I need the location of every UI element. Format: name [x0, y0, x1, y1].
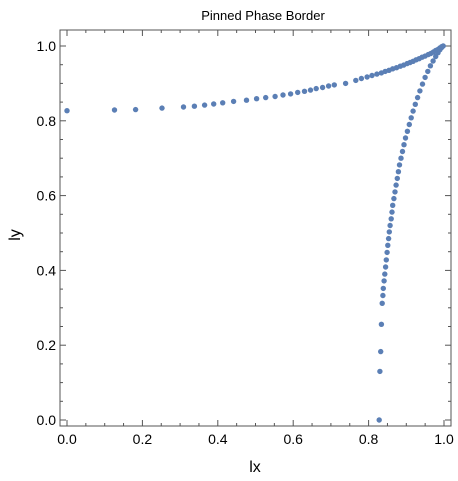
data-point: [253, 96, 260, 102]
data-point: [378, 348, 384, 355]
y-tick-label: 0.8: [37, 113, 57, 129]
data-point: [272, 93, 278, 100]
data-point: [201, 102, 208, 108]
data-point: [211, 101, 217, 107]
data-point: [430, 58, 436, 64]
data-point: [319, 84, 326, 91]
data-point: [384, 249, 390, 256]
x-tick-label: 0.0: [57, 431, 77, 447]
data-point: [313, 85, 319, 92]
data-point: [419, 81, 426, 87]
data-point: [364, 74, 370, 80]
x-axis-label: lx: [249, 459, 261, 476]
data-point: [396, 162, 403, 168]
data-point: [382, 264, 389, 270]
data-point: [408, 115, 414, 121]
data-point: [386, 229, 392, 235]
data-point: [385, 242, 391, 248]
x-tick-label: 0.8: [359, 431, 379, 447]
x-tick-label: 0.6: [283, 431, 303, 447]
data-point: [414, 94, 421, 101]
data-point: [381, 278, 387, 284]
data-point: [369, 72, 375, 79]
data-point: [132, 106, 139, 113]
axis-ticks: 0.0 0.2 0.4 0.6 0.8 1.0 0.0 0.2 0.4 0.6 0.8 1.0: [37, 30, 454, 447]
data-point: [287, 91, 294, 97]
data-point: [331, 82, 337, 88]
data-point: [422, 74, 428, 81]
data-point: [391, 195, 397, 202]
data-point: [398, 155, 404, 161]
data-point: [307, 87, 314, 93]
data-point: [379, 300, 385, 306]
data-point: [427, 63, 434, 69]
data-point: [380, 292, 386, 299]
data-point: [191, 103, 198, 109]
data-point: [402, 135, 409, 141]
data-point: [301, 88, 308, 95]
data-point: [342, 80, 349, 87]
y-tick-label: 0.0: [37, 412, 57, 428]
data-point: [390, 202, 396, 208]
data-point: [383, 257, 389, 263]
data-point: [388, 216, 394, 222]
data-point: [417, 88, 423, 94]
data-point: [385, 235, 392, 242]
data-point: [377, 368, 383, 375]
data-point: [404, 128, 411, 134]
data-point: [374, 71, 380, 77]
x-tick-label: 0.2: [133, 431, 153, 447]
data-point: [382, 271, 388, 277]
data-point: [410, 108, 416, 114]
data-point: [243, 97, 250, 103]
data-points: [64, 43, 446, 423]
y-tick-label: 0.4: [37, 262, 57, 278]
chart-title: Pinned Phase Border: [201, 8, 325, 23]
data-point: [399, 148, 406, 155]
data-point: [439, 44, 445, 51]
data-point: [180, 104, 187, 110]
data-point: [325, 83, 332, 89]
data-point: [425, 68, 431, 75]
y-tick-label: 0.2: [37, 337, 57, 353]
data-point: [263, 94, 269, 101]
data-point: [395, 169, 402, 175]
data-point: [376, 417, 382, 423]
y-tick-label: 0.6: [37, 188, 57, 204]
data-point: [387, 222, 393, 229]
data-point: [393, 182, 399, 188]
data-point: [220, 100, 226, 106]
data-point: [159, 105, 165, 111]
data-point: [111, 107, 118, 113]
data-point: [358, 75, 365, 82]
data-point: [394, 175, 400, 182]
data-point: [295, 89, 301, 96]
data-point: [64, 108, 70, 114]
data-point: [378, 321, 385, 327]
x-tick-label: 1.0: [434, 431, 454, 447]
y-tick-label: 1.0: [37, 38, 57, 54]
x-tick-label: 0.4: [208, 431, 228, 447]
data-point: [380, 285, 386, 292]
data-point: [280, 92, 286, 98]
data-point: [401, 142, 407, 148]
data-point: [392, 189, 398, 195]
y-axis-label: ly: [7, 229, 24, 241]
data-point: [389, 209, 395, 215]
data-point: [230, 98, 237, 105]
data-point: [412, 101, 418, 108]
data-point: [406, 121, 412, 128]
data-point: [353, 77, 359, 84]
plot-frame: [59, 29, 452, 427]
